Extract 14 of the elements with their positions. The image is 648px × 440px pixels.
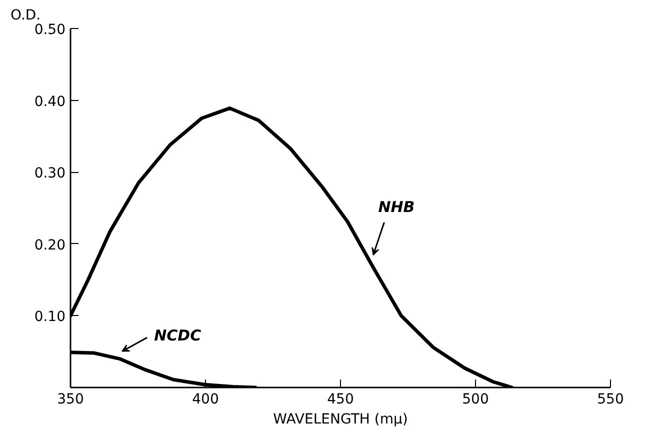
y-tick-label: 0.50 — [34, 22, 66, 38]
x-tick-label: 450 — [327, 392, 354, 408]
y-tick-label: 0.30 — [34, 166, 66, 182]
y-tick-label: 0.20 — [34, 237, 66, 254]
y-axis-title: O.D. — [10, 8, 41, 24]
y-tick-label: 0.40 — [34, 94, 66, 110]
x-tick-label: 500 — [462, 392, 489, 408]
annotation: NHB — [378, 198, 415, 216]
y-tick-label: 0.10 — [34, 309, 66, 326]
annotation: NCDC — [154, 326, 202, 344]
x-tick-label: 400 — [192, 392, 219, 408]
x-tick-label: 350 — [57, 392, 84, 408]
x-tick-label: 550 — [597, 392, 624, 408]
x-axis-title: WAVELENGTH (mμ) — [273, 412, 408, 428]
